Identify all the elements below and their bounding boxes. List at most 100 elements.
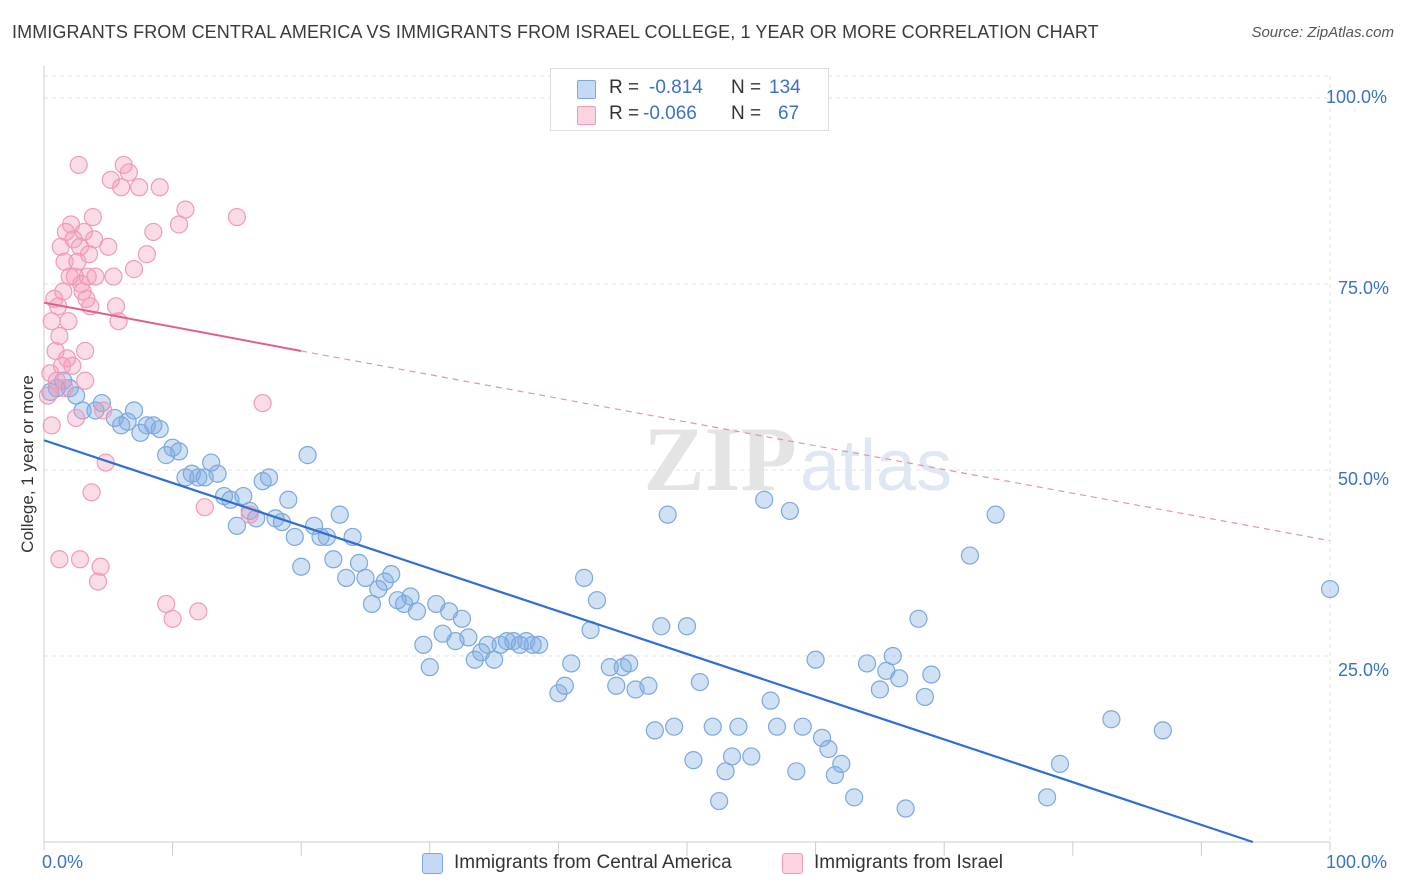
- point-central-america: [755, 490, 774, 509]
- point-israel: [253, 393, 272, 413]
- point-central-america: [330, 505, 349, 524]
- point-central-america: [189, 468, 208, 487]
- point-central-america: [767, 717, 787, 736]
- point-central-america: [407, 602, 427, 621]
- legend-swatch-blue: [577, 80, 596, 99]
- point-central-america: [658, 505, 677, 524]
- point-central-america: [857, 654, 877, 673]
- legend-row-israel: R = -0.066 N = 67: [551, 101, 828, 127]
- point-central-america: [729, 717, 748, 736]
- point-central-america: [690, 672, 709, 692]
- legend-swatch-pink: [577, 106, 596, 125]
- point-central-america: [530, 635, 549, 654]
- point-israel: [50, 550, 69, 569]
- point-central-america: [465, 650, 484, 669]
- point-central-america: [665, 717, 684, 736]
- y-axis-label: College, 1 year or more: [18, 375, 37, 553]
- legend-r-value: -0.814: [649, 77, 703, 98]
- point-central-america: [285, 527, 304, 547]
- legend-n-label: N =: [731, 103, 762, 124]
- point-israel: [67, 408, 86, 428]
- legend-r-label: R =: [609, 77, 640, 98]
- point-central-america: [202, 453, 221, 472]
- point-israel: [94, 401, 113, 420]
- point-central-america: [562, 654, 581, 673]
- point-central-america: [896, 799, 915, 818]
- point-israel: [65, 267, 84, 286]
- point-central-america: [369, 579, 388, 599]
- point-central-america: [1102, 710, 1121, 729]
- point-israel: [50, 326, 69, 346]
- point-israel: [189, 602, 208, 621]
- point-central-america: [883, 646, 902, 666]
- legend-r-label: R =: [609, 103, 640, 124]
- point-central-america: [549, 684, 568, 703]
- watermark-atlas: atlas: [800, 426, 952, 506]
- point-central-america: [780, 501, 799, 521]
- point-central-america: [356, 568, 375, 587]
- legend-swatch-blue: [422, 853, 443, 874]
- point-central-america: [722, 747, 742, 766]
- point-israel: [42, 416, 61, 435]
- point-israel: [91, 557, 110, 576]
- point-central-america: [787, 762, 806, 781]
- point-central-america: [304, 516, 324, 535]
- point-central-america: [645, 721, 664, 740]
- point-israel: [64, 230, 83, 249]
- point-central-america: [761, 691, 780, 710]
- point-israel: [82, 483, 101, 502]
- point-central-america: [375, 572, 394, 591]
- point-central-america: [324, 550, 343, 569]
- point-central-america: [575, 568, 594, 587]
- point-central-america: [806, 650, 825, 669]
- point-central-america: [986, 505, 1005, 524]
- watermark: ZIP: [643, 408, 796, 510]
- point-central-america: [92, 393, 111, 413]
- point-central-america: [832, 754, 851, 773]
- trend-line-israel-extension: [301, 350, 1331, 542]
- point-central-america: [1153, 721, 1172, 740]
- point-central-america: [337, 568, 356, 587]
- point-central-america: [793, 717, 812, 736]
- point-central-america: [870, 680, 890, 699]
- series-central-america: [41, 371, 1340, 818]
- point-central-america: [73, 401, 92, 420]
- point-central-america: [555, 676, 574, 695]
- point-israel: [195, 498, 214, 517]
- point-central-america: [742, 747, 761, 766]
- legend-row-central-america: R = -0.814 N = 134: [551, 75, 828, 101]
- point-israel: [74, 222, 93, 242]
- legend-r-value: -0.066: [643, 103, 697, 124]
- point-central-america: [620, 654, 639, 673]
- point-israel: [119, 163, 138, 182]
- point-central-america: [414, 635, 433, 654]
- series-israel: [38, 155, 272, 628]
- point-israel: [227, 207, 246, 227]
- trend-line-central-america: [43, 439, 1254, 844]
- point-israel: [83, 207, 102, 227]
- point-central-america: [825, 765, 844, 785]
- point-israel: [55, 379, 74, 398]
- point-central-america: [845, 788, 864, 807]
- point-israel: [59, 312, 78, 331]
- point-israel: [104, 267, 123, 286]
- legend-swatch-pink: [782, 853, 803, 874]
- point-central-america: [915, 687, 935, 707]
- point-israel: [144, 222, 163, 242]
- x-tick-label-1: 100.0%: [1326, 852, 1388, 872]
- point-central-america: [259, 468, 279, 487]
- point-central-america: [600, 658, 619, 677]
- point-central-america: [684, 751, 703, 770]
- point-israel: [130, 178, 149, 197]
- point-israel: [69, 155, 88, 175]
- point-israel: [163, 609, 182, 628]
- point-central-america: [382, 565, 401, 584]
- point-israel: [176, 200, 195, 219]
- point-israel: [150, 178, 169, 197]
- x-tick-label-0: 0.0%: [42, 852, 84, 872]
- legend-label: Immigrants from Israel: [814, 852, 1003, 873]
- point-central-america: [812, 728, 832, 747]
- point-central-america: [124, 401, 144, 420]
- point-central-america: [150, 419, 169, 439]
